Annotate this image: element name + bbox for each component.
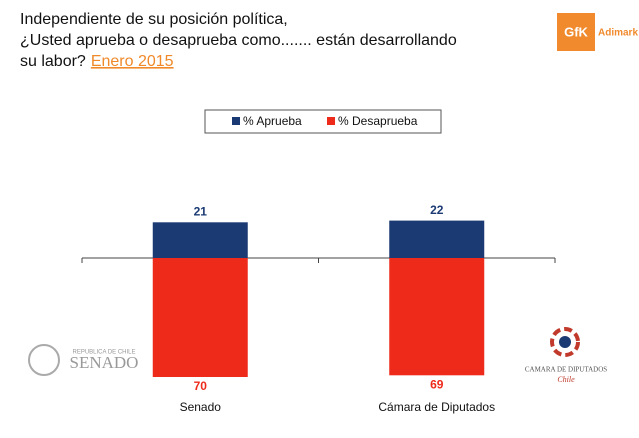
legend-swatch <box>232 117 240 125</box>
senado-seal <box>28 344 60 376</box>
senado-top: REPUBLICA DE CHILE <box>72 350 135 356</box>
value-label: 21 <box>194 204 208 218</box>
value-label: 70 <box>194 379 208 393</box>
bar <box>152 222 248 258</box>
x-tick-label: Senado <box>180 400 222 414</box>
camara-country: Chile <box>557 375 575 384</box>
value-label: 69 <box>430 377 444 391</box>
title-line: Independiente de su posición política, <box>20 11 288 28</box>
gfk-mark: GfK <box>564 24 588 39</box>
gfk-logo: GfK Adimark <box>557 13 638 51</box>
subtitle: Enero 2015 <box>91 53 174 70</box>
title-line: su labor? <box>20 53 86 70</box>
bar <box>152 258 248 377</box>
camara-name: CAMARA DE DIPUTADOS <box>525 366 607 374</box>
camara-logo: CAMARA DE DIPUTADOS Chile <box>525 327 607 384</box>
title-line: su labor? Enero 2015 <box>20 53 174 70</box>
bar <box>389 220 485 258</box>
camara-emblem-core <box>559 336 571 348</box>
gfk-name: Adimark <box>598 28 638 39</box>
title-line: ¿Usted aprueba o desaprueba como....... … <box>20 32 457 49</box>
senado-name: SENADO <box>70 353 139 372</box>
legend-label: % Aprueba <box>243 114 302 128</box>
camara-emblem <box>550 327 580 357</box>
bar <box>389 258 485 376</box>
value-label: 22 <box>430 203 444 217</box>
legend-swatch <box>327 117 335 125</box>
senado-logo: REPUBLICA DE CHILE SENADO <box>28 344 139 376</box>
legend-box <box>204 109 442 134</box>
gfk-box <box>557 13 595 51</box>
legend-label: % Desaprueba <box>338 114 418 128</box>
x-tick-label: Cámara de Diputados <box>378 400 495 414</box>
